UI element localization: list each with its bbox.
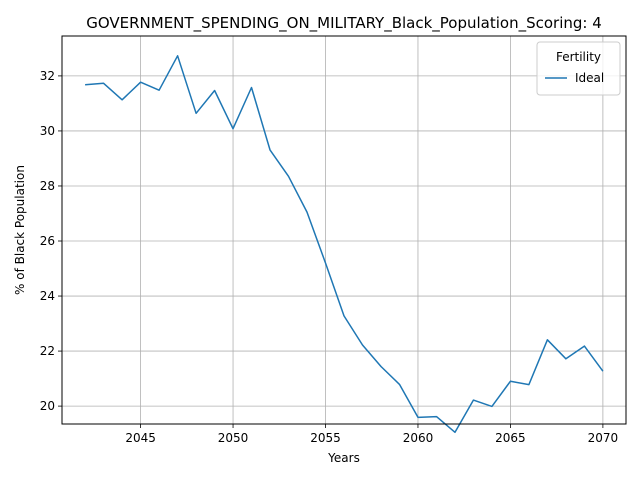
y-tick-label: 20: [40, 399, 55, 413]
axis-ticks: 2045 2050 2055 2060 2065 2070 20 22 24 26 28 30 32: [40, 69, 618, 445]
x-tick-label: 2065: [495, 431, 526, 445]
x-tick-label: 2045: [125, 431, 156, 445]
chart-title: GOVERNMENT_SPENDING_ON_MILITARY_Black_Po…: [86, 14, 602, 33]
y-tick-label: 22: [40, 344, 55, 358]
legend-label-ideal: Ideal: [575, 71, 604, 85]
x-axis-title: Years: [327, 451, 360, 465]
legend-title: Fertility: [556, 50, 601, 64]
y-tick-label: 30: [40, 124, 55, 138]
series-line-ideal: [85, 55, 604, 434]
y-tick-label: 28: [40, 179, 55, 193]
x-tick-label: 2055: [310, 431, 341, 445]
x-tick-label: 2060: [403, 431, 434, 445]
plot-frame: [61, 35, 627, 425]
x-tick-label: 2070: [588, 431, 619, 445]
y-tick-label: 32: [40, 69, 55, 83]
legend-box: [536, 41, 621, 96]
y-tick-label: 26: [40, 234, 55, 248]
y-axis-title: % of Black Population: [13, 165, 27, 295]
series-lines: [85, 55, 604, 434]
legend: Fertility Ideal: [536, 41, 621, 96]
x-tick-label: 2050: [218, 431, 249, 445]
y-tick-label: 24: [40, 289, 55, 303]
grid-lines: [62, 36, 626, 424]
